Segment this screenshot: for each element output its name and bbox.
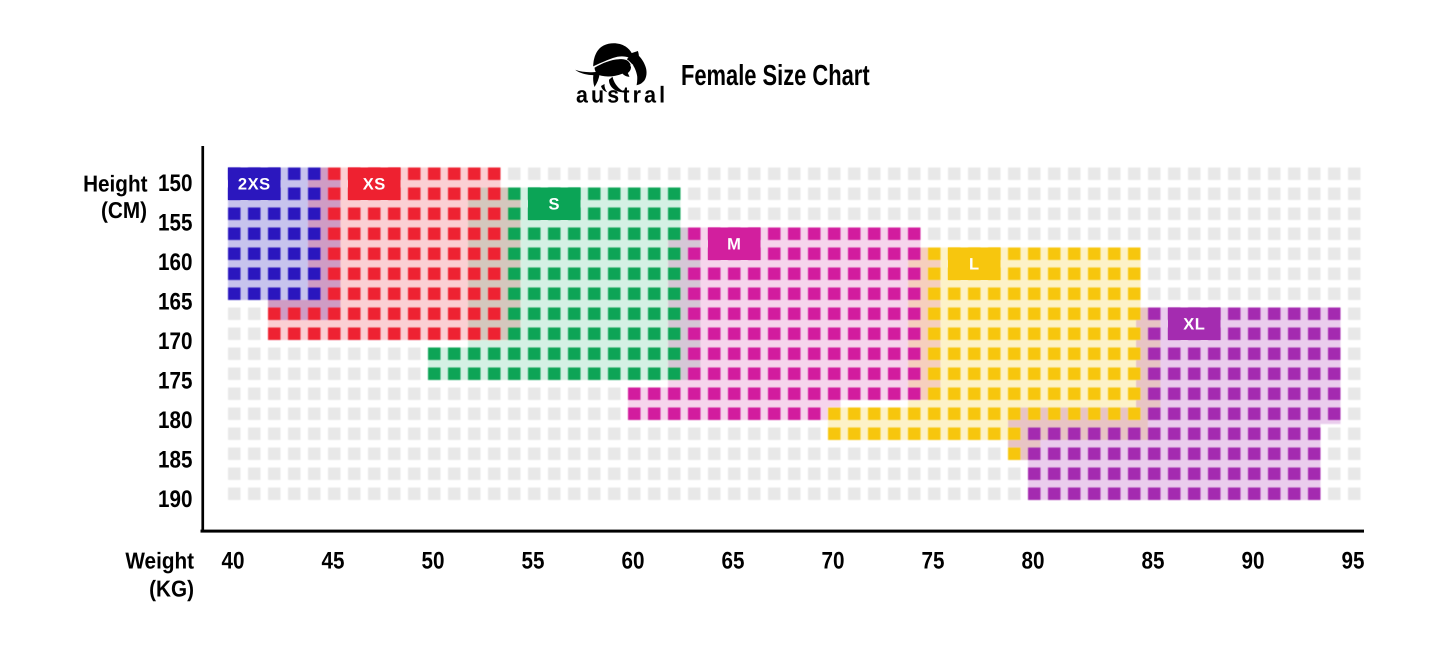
- svg-text:2XS: 2XS: [238, 176, 271, 194]
- svg-text:55: 55: [522, 548, 545, 575]
- svg-text:80: 80: [1022, 548, 1045, 575]
- svg-text:60: 60: [622, 548, 645, 575]
- svg-text:95: 95: [1342, 548, 1365, 575]
- svg-text:155: 155: [158, 210, 192, 237]
- svg-text:90: 90: [1242, 548, 1265, 575]
- svg-text:190: 190: [158, 486, 192, 513]
- svg-text:Weight: Weight: [125, 547, 194, 573]
- svg-text:Female Size Chart: Female Size Chart: [681, 60, 870, 92]
- svg-text:165: 165: [158, 289, 192, 316]
- svg-text:170: 170: [158, 328, 192, 355]
- svg-text:Height: Height: [83, 171, 148, 197]
- svg-text:150: 150: [158, 170, 192, 197]
- svg-text:40: 40: [222, 548, 245, 575]
- svg-text:75: 75: [922, 548, 945, 575]
- svg-text:180: 180: [158, 407, 192, 434]
- svg-text:175: 175: [158, 368, 192, 395]
- svg-text:M: M: [727, 236, 741, 254]
- svg-text:160: 160: [158, 249, 192, 276]
- svg-text:austral: austral: [576, 82, 668, 108]
- svg-text:XL: XL: [1183, 316, 1205, 334]
- svg-text:(CM): (CM): [101, 197, 147, 223]
- svg-text:50: 50: [422, 548, 445, 575]
- svg-text:XS: XS: [363, 176, 386, 194]
- svg-text:185: 185: [158, 447, 192, 474]
- svg-text:70: 70: [822, 548, 845, 575]
- svg-text:85: 85: [1142, 548, 1165, 575]
- svg-text:S: S: [548, 196, 560, 214]
- svg-text:65: 65: [722, 548, 745, 575]
- svg-text:L: L: [969, 256, 980, 274]
- svg-text:45: 45: [322, 548, 345, 575]
- svg-text:(KG): (KG): [149, 575, 194, 601]
